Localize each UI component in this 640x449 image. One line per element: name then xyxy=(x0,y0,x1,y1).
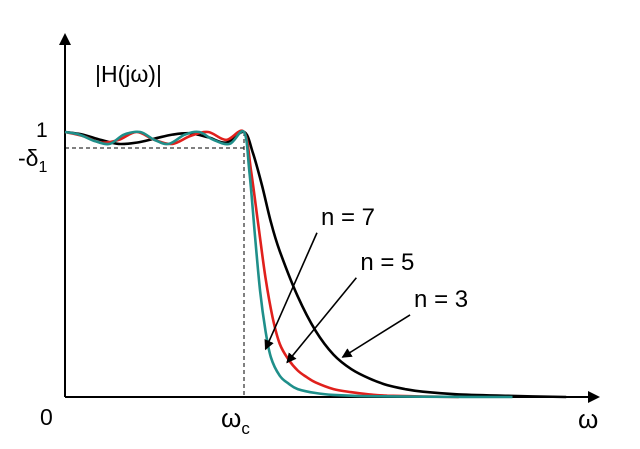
y-tick-ripple-main: -δ xyxy=(18,145,38,171)
series-group xyxy=(64,129,567,399)
series-line-n-7 xyxy=(64,129,513,399)
y-axis-label: |H(jω)| xyxy=(95,61,162,87)
annotation-label-n-7: n = 7 xyxy=(321,204,375,231)
x-tick-cutoff-sub: c xyxy=(241,419,250,438)
y-tick-top: 1 xyxy=(36,119,48,142)
annotation-label-n-5: n = 5 xyxy=(360,249,414,276)
x-tick-cutoff: ωc xyxy=(221,403,250,438)
annotation-arrow-n-5 xyxy=(286,277,357,364)
annotation-arrow-n-7 xyxy=(264,232,318,351)
series-line-n-3 xyxy=(64,130,567,399)
origin-label: 0 xyxy=(40,404,53,430)
y-tick-ripple-sub: 1 xyxy=(38,159,47,176)
y-tick-ripple: -δ1 xyxy=(18,145,47,176)
annotation-arrow-n-3 xyxy=(341,314,411,358)
annotation-label-n-3: n = 3 xyxy=(414,286,468,313)
annotation-group: n = 7 n = 5n = 3 xyxy=(264,204,468,364)
x-axis-label: ω xyxy=(578,404,598,434)
x-tick-cutoff-main: ω xyxy=(221,403,241,433)
